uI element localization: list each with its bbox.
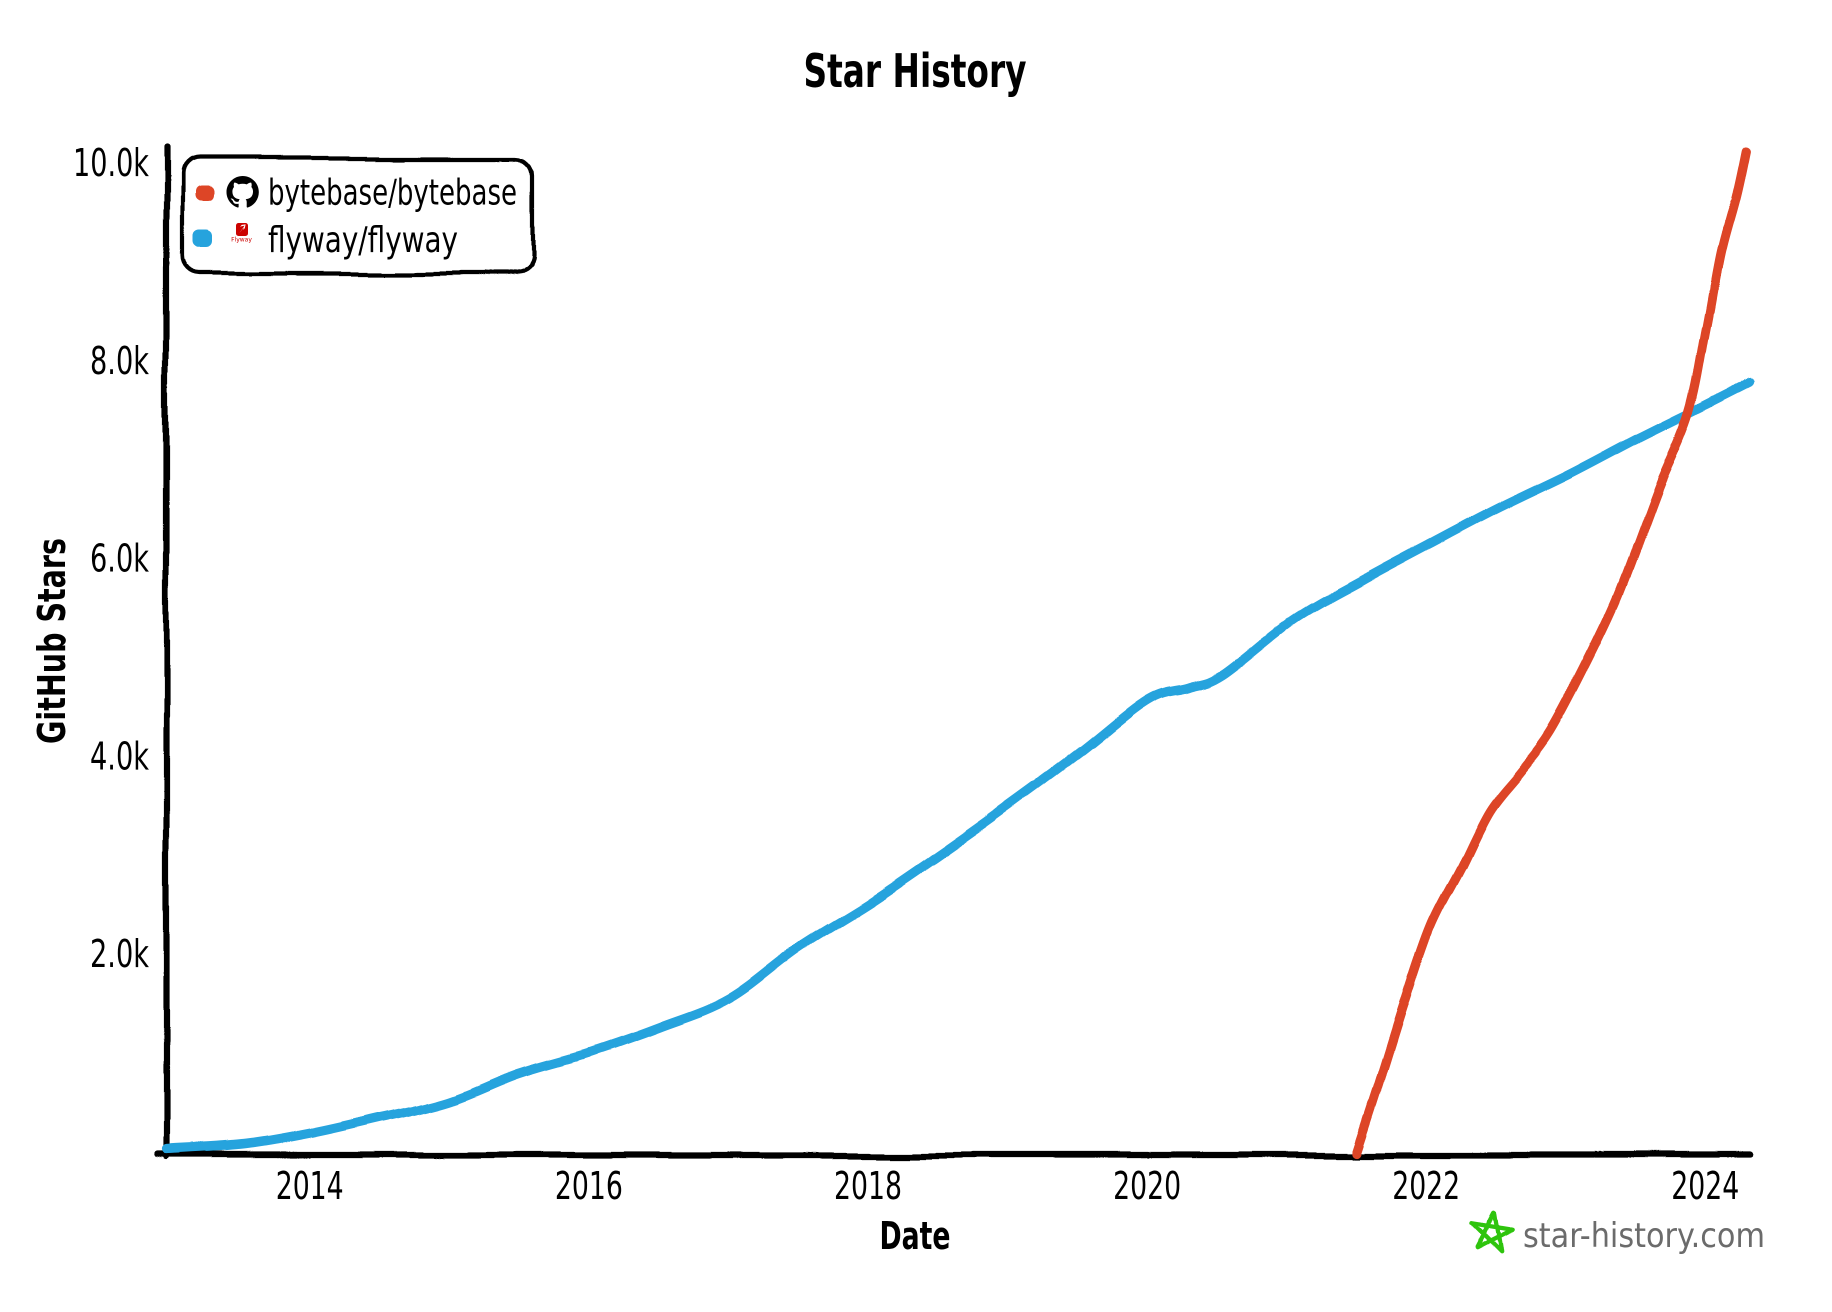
axes xyxy=(153,145,1754,1161)
legend-item-flyway: Flyway flyway/flyway xyxy=(231,220,458,261)
x-tick-label-2014: 2014 xyxy=(276,1164,344,1208)
x-tick-label-2024: 2024 xyxy=(1671,1164,1739,1208)
legend-item-bytebase: bytebase/bytebase xyxy=(226,173,517,214)
series-line-flyway xyxy=(161,378,1755,1155)
x-tick-label-2016: 2016 xyxy=(555,1164,623,1208)
series-lines xyxy=(161,145,1755,1157)
watermark: star-history.com xyxy=(1523,1216,1765,1256)
flyway-icon-caption: Flyway xyxy=(231,237,252,244)
x-tick-label-2018: 2018 xyxy=(834,1164,902,1208)
legend-swatch-bytebase xyxy=(195,187,214,203)
x-axis-title: Date xyxy=(880,1214,951,1258)
series-line-bytebase xyxy=(1351,145,1751,1157)
legend-label-flyway: flyway/flyway xyxy=(268,220,458,261)
legend-label-bytebase: bytebase/bytebase xyxy=(268,173,517,214)
x-tick-labels: 2014 2016 2018 2020 2022 2024 xyxy=(276,1164,1740,1208)
flyway-icon: Flyway xyxy=(231,223,252,244)
x-tick-label-2020: 2020 xyxy=(1113,1164,1181,1208)
y-tick-label-6.0k: 6.0k xyxy=(90,537,149,581)
y-tick-labels: 2.0k 4.0k 6.0k 8.0k 10.0k xyxy=(73,141,149,976)
legend: bytebase/bytebase Flyway flyway/flyway xyxy=(226,173,517,261)
star-icon xyxy=(1469,1209,1515,1255)
y-tick-label-8.0k: 8.0k xyxy=(90,339,149,383)
chart-title: Star History xyxy=(804,44,1027,98)
y-axis-title: GitHub Stars xyxy=(30,538,74,744)
y-tick-label-2.0k: 2.0k xyxy=(90,932,149,976)
x-tick-label-2022: 2022 xyxy=(1392,1164,1460,1208)
y-tick-label-10.0k: 10.0k xyxy=(73,141,149,185)
legend-swatch-flyway xyxy=(193,232,213,249)
legend-box xyxy=(179,155,536,277)
watermark-label: star-history.com xyxy=(1523,1216,1765,1256)
github-icon xyxy=(226,176,259,208)
y-tick-label-4.0k: 4.0k xyxy=(90,734,149,778)
